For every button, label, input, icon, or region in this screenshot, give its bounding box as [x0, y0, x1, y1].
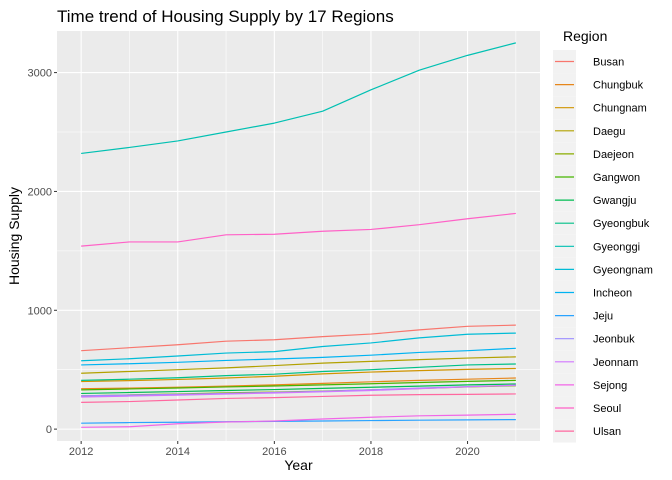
series-line-gyeongbuk: [81, 363, 516, 381]
x-tick-label: 2016: [262, 446, 286, 458]
legend: Region Busan Chungbuk Chungnam Daegu Daejeon…: [553, 28, 653, 443]
x-tick-label: 2018: [359, 446, 383, 458]
series-line-gyeongnam: [81, 332, 516, 362]
x-tick-label: 2020: [455, 446, 479, 458]
series-line-chungbuk: [81, 377, 516, 390]
y-axis-label: Housing Supply: [6, 187, 22, 285]
legend-label-chungnam: Chungnam: [593, 103, 647, 115]
major-gridlines: [57, 31, 540, 441]
x-axis: 2012 2014 2016 2018 2020: [69, 441, 480, 458]
series-line-incheon: [81, 347, 516, 366]
legend-items: Busan Chungbuk Chungnam Daegu Daejeon Gangwon…: [553, 50, 653, 443]
legend-title: Region: [563, 28, 607, 44]
y-tick-label: 0: [46, 424, 52, 436]
legend-label-jeonnam: Jeonnam: [593, 357, 638, 369]
legend-label-busan: Busan: [593, 57, 624, 69]
y-tick-label: 3000: [28, 68, 52, 80]
series-line-ulsan: [81, 393, 516, 403]
series-line-busan: [81, 324, 516, 352]
legend-label-sejong: Sejong: [593, 380, 627, 392]
series-line-gwangju: [81, 383, 516, 395]
series-line-jeju: [81, 419, 516, 424]
x-tick-label: 2014: [166, 446, 190, 458]
legend-label-incheon: Incheon: [593, 288, 632, 300]
legend-label-gyeongbuk: Gyeongbuk: [593, 218, 650, 230]
y-axis: 0 1000 2000 3000: [28, 68, 57, 436]
legend-label-seoul: Seoul: [593, 403, 621, 415]
legend-label-daegu: Daegu: [593, 126, 625, 138]
legend-label-daejeon: Daejeon: [593, 149, 634, 161]
legend-label-ulsan: Ulsan: [593, 426, 621, 438]
legend-label-gwangju: Gwangju: [593, 195, 636, 207]
series-line-jeonnam: [81, 384, 516, 398]
series-line-seoul: [81, 212, 516, 247]
series-lines: [81, 42, 517, 428]
series-line-daegu: [81, 356, 516, 374]
x-axis-label: Year: [284, 457, 313, 473]
x-tick-label: 2012: [69, 446, 93, 458]
legend-label-gyeonggi: Gyeonggi: [593, 241, 640, 253]
series-line-chungnam: [81, 367, 516, 383]
y-tick-label: 2000: [28, 186, 52, 198]
legend-label-chungbuk: Chungbuk: [593, 80, 644, 92]
legend-label-jeju: Jeju: [593, 311, 613, 323]
series-line-gyeonggi: [81, 42, 517, 155]
y-tick-label: 1000: [28, 305, 52, 317]
series-line-gangwon: [81, 379, 516, 391]
series-line-sejong: [81, 413, 516, 428]
legend-label-gangwon: Gangwon: [593, 172, 640, 184]
chart-title: Time trend of Housing Supply by 17 Regio…: [57, 7, 394, 26]
legend-label-gyeongnam: Gyeongnam: [593, 264, 653, 276]
legend-label-jeonbuk: Jeonbuk: [593, 334, 635, 346]
